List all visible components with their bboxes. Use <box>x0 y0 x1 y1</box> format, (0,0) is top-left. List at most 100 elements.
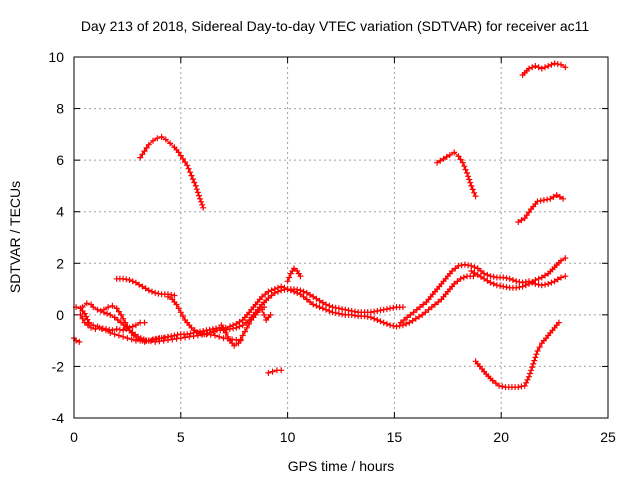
data-point-interp <box>300 293 307 300</box>
data-point-interp <box>522 282 529 289</box>
data-point-interp <box>454 278 461 285</box>
data-point <box>218 322 225 329</box>
data-point-interp <box>529 364 536 371</box>
data-point-interp <box>199 201 206 208</box>
y-tick-label: 0 <box>56 307 64 323</box>
data-point <box>278 287 285 294</box>
data-point <box>329 304 336 311</box>
data-point <box>165 333 171 340</box>
data-point <box>126 277 133 283</box>
data-point-interp <box>326 302 333 309</box>
data-point-interp <box>523 212 530 219</box>
y-tick-label: 10 <box>48 49 64 65</box>
data-point <box>406 319 413 326</box>
data-point-interp <box>528 367 535 374</box>
data-point-interp <box>428 304 435 311</box>
data-point <box>120 333 127 340</box>
data-point <box>521 382 528 389</box>
data-point-interp <box>471 189 478 196</box>
y-tick-label: -2 <box>52 358 65 374</box>
data-point-interp <box>467 179 474 186</box>
data-point-interp <box>490 280 497 287</box>
data-point-interp <box>465 262 472 269</box>
series-arc-18 <box>519 60 569 78</box>
data-point <box>165 293 171 300</box>
data-point <box>103 326 109 332</box>
series-arc-15 <box>434 149 479 200</box>
data-point <box>481 275 488 282</box>
series-arc-14 <box>468 255 569 291</box>
data-point <box>538 65 545 72</box>
data-point-interp <box>97 308 104 314</box>
data-point <box>135 336 142 343</box>
data-point-interp <box>307 299 313 305</box>
data-point <box>534 348 541 354</box>
data-series <box>71 60 569 391</box>
data-point-interp <box>104 310 111 317</box>
data-point <box>188 324 195 331</box>
data-point-interp <box>443 153 450 160</box>
data-point <box>267 311 274 318</box>
data-point <box>303 296 310 303</box>
data-point-interp <box>262 291 269 298</box>
grid <box>74 57 608 418</box>
data-point <box>297 287 304 294</box>
data-point <box>432 301 438 308</box>
data-point <box>323 306 329 313</box>
data-point <box>399 304 406 311</box>
data-point-interp <box>204 330 211 337</box>
data-point <box>397 319 404 326</box>
data-point <box>558 257 564 264</box>
data-point-interp <box>220 326 227 332</box>
data-point-interp <box>124 323 131 330</box>
data-point <box>115 332 122 339</box>
data-point <box>380 319 387 326</box>
data-point-interp <box>403 320 410 327</box>
data-point <box>562 64 569 71</box>
y-axis-label: SDTVAR / TECUs <box>7 181 23 293</box>
data-point <box>100 306 107 313</box>
data-point <box>451 280 458 287</box>
data-point <box>259 293 265 300</box>
data-point-interp <box>120 315 127 322</box>
data-point-interp <box>535 275 542 282</box>
data-point-interp <box>237 336 244 343</box>
data-point <box>128 336 135 343</box>
data-point <box>367 314 374 321</box>
data-point <box>90 304 97 311</box>
data-point <box>519 283 526 290</box>
series-arc-7 <box>137 133 207 211</box>
data-point-interp <box>319 305 326 312</box>
data-point-interp <box>143 144 150 151</box>
data-point <box>152 289 159 296</box>
data-point-interp <box>533 351 540 358</box>
data-point-interp <box>236 323 243 330</box>
data-point <box>77 311 84 318</box>
data-point <box>150 137 156 144</box>
data-point-interp <box>351 308 358 315</box>
data-point <box>271 289 278 296</box>
data-point-interp <box>242 319 249 326</box>
data-point-interp <box>339 311 346 318</box>
data-point <box>459 159 466 166</box>
data-point <box>545 63 552 69</box>
data-point <box>231 342 238 349</box>
data-point <box>446 152 453 158</box>
data-point <box>194 329 201 336</box>
data-point-interp <box>313 295 320 302</box>
data-point-interp <box>471 270 478 276</box>
y-tick-label: -4 <box>52 410 65 426</box>
data-point <box>555 319 562 326</box>
data-point <box>464 170 470 176</box>
data-point <box>489 377 496 384</box>
data-point <box>455 262 462 269</box>
data-point <box>158 335 165 342</box>
data-point-interp <box>79 315 86 322</box>
data-point <box>451 149 458 156</box>
data-point-interp <box>326 308 333 314</box>
data-point-interp <box>531 357 538 364</box>
data-point-interp <box>497 282 504 289</box>
data-point <box>449 268 456 274</box>
data-point-interp <box>550 193 557 200</box>
data-point <box>323 301 329 308</box>
